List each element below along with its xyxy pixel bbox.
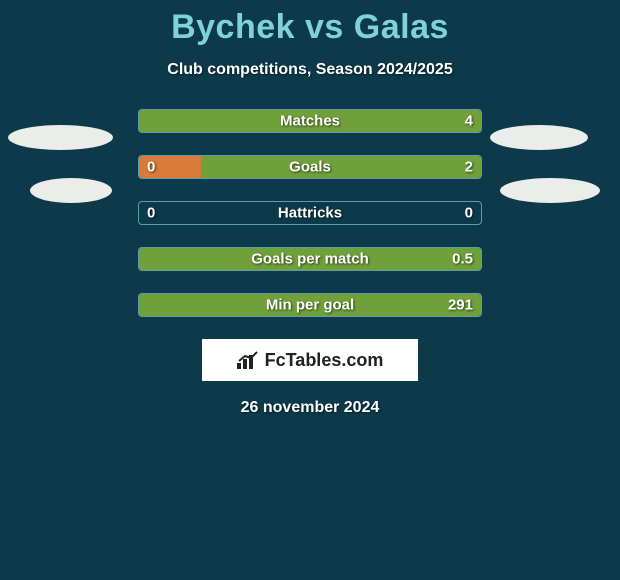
footer-date: 26 november 2024 — [0, 399, 620, 417]
value-right: 4 — [465, 113, 473, 130]
stat-row-goals-per-match: Goals per match 0.5 — [138, 247, 482, 271]
brand-text: FcTables.com — [265, 350, 384, 371]
stat-label: Hattricks — [278, 205, 342, 222]
player-left-shadow-1 — [8, 125, 113, 150]
value-right: 0 — [465, 205, 473, 222]
value-right: 0.5 — [452, 251, 473, 268]
bar-right — [201, 156, 481, 178]
stat-row-matches: Matches 4 — [138, 109, 482, 133]
chart-icon — [237, 351, 259, 369]
stat-label: Goals — [289, 159, 331, 176]
value-left: 0 — [147, 205, 155, 222]
value-right: 2 — [465, 159, 473, 176]
stat-row-goals: 0 Goals 2 — [138, 155, 482, 179]
page-title: Bychek vs Galas — [0, 0, 620, 47]
stat-label: Matches — [280, 113, 340, 130]
player-right-shadow-1 — [490, 125, 588, 150]
comparison-infographic: Bychek vs Galas Club competitions, Seaso… — [0, 0, 620, 417]
stat-label: Goals per match — [251, 251, 369, 268]
player-right-shadow-2 — [500, 178, 600, 203]
stat-row-hattricks: 0 Hattricks 0 — [138, 201, 482, 225]
value-left: 0 — [147, 159, 155, 176]
stat-label: Min per goal — [266, 297, 354, 314]
player-left-shadow-2 — [30, 178, 112, 203]
brand-badge: FcTables.com — [202, 339, 418, 381]
stat-row-min-per-goal: Min per goal 291 — [138, 293, 482, 317]
page-subtitle: Club competitions, Season 2024/2025 — [0, 61, 620, 79]
value-right: 291 — [448, 297, 473, 314]
